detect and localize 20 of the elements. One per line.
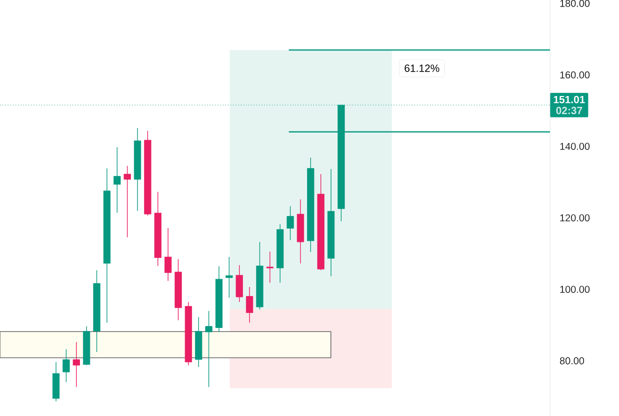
y-tick-label: 140.00 xyxy=(560,142,590,150)
annotation: 61.12% xyxy=(404,64,440,72)
y-tick-label: 80.00 xyxy=(560,357,584,364)
candlestick xyxy=(205,310,212,388)
candlestick xyxy=(286,206,294,241)
text: 02:37 xyxy=(556,106,582,114)
y-tick-label: 160.00 xyxy=(560,71,590,78)
y-tick-label: 120.00 xyxy=(560,214,590,222)
candlestick xyxy=(246,286,254,324)
y-tick-label: 180.00 xyxy=(560,0,590,7)
candlestick xyxy=(114,146,121,213)
candlestick xyxy=(62,348,70,382)
candlestick xyxy=(164,228,172,282)
candlestick xyxy=(226,256,233,298)
candlestick xyxy=(236,264,243,302)
y-tick-label: 100.00 xyxy=(560,286,590,293)
candlestick xyxy=(72,342,80,388)
candlestick xyxy=(124,165,131,238)
ref-line-label: 151.01 xyxy=(554,96,585,104)
candlestick xyxy=(266,251,274,284)
